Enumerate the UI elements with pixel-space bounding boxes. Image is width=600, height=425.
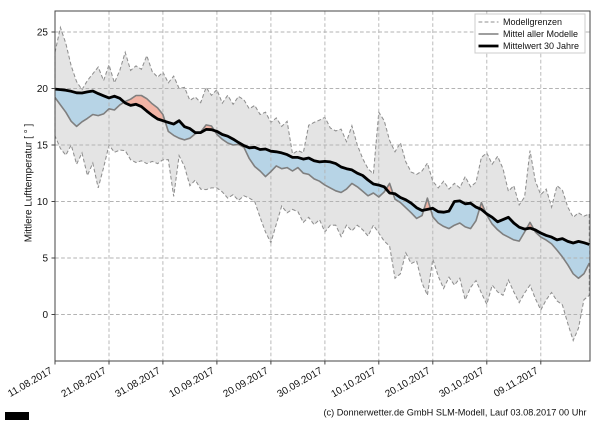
svg-text:10: 10 bbox=[37, 197, 49, 208]
svg-text:Mittelwert 30 Jahre: Mittelwert 30 Jahre bbox=[503, 41, 579, 51]
svg-text:0: 0 bbox=[42, 310, 48, 321]
svg-text:25: 25 bbox=[37, 28, 49, 39]
svg-text:Modellgrenzen: Modellgrenzen bbox=[503, 17, 562, 27]
svg-text:Mittlere Lufttemperatur [ ° ]: Mittlere Lufttemperatur [ ° ] bbox=[24, 124, 35, 243]
svg-text:15: 15 bbox=[37, 141, 49, 152]
svg-text:5: 5 bbox=[42, 254, 48, 265]
svg-text:(c) Donnerwetter.de GmbH SLM-M: (c) Donnerwetter.de GmbH SLM-Modell, Lau… bbox=[324, 407, 587, 417]
svg-text:20: 20 bbox=[37, 84, 49, 95]
svg-text:Mittel aller Modelle: Mittel aller Modelle bbox=[503, 29, 578, 39]
